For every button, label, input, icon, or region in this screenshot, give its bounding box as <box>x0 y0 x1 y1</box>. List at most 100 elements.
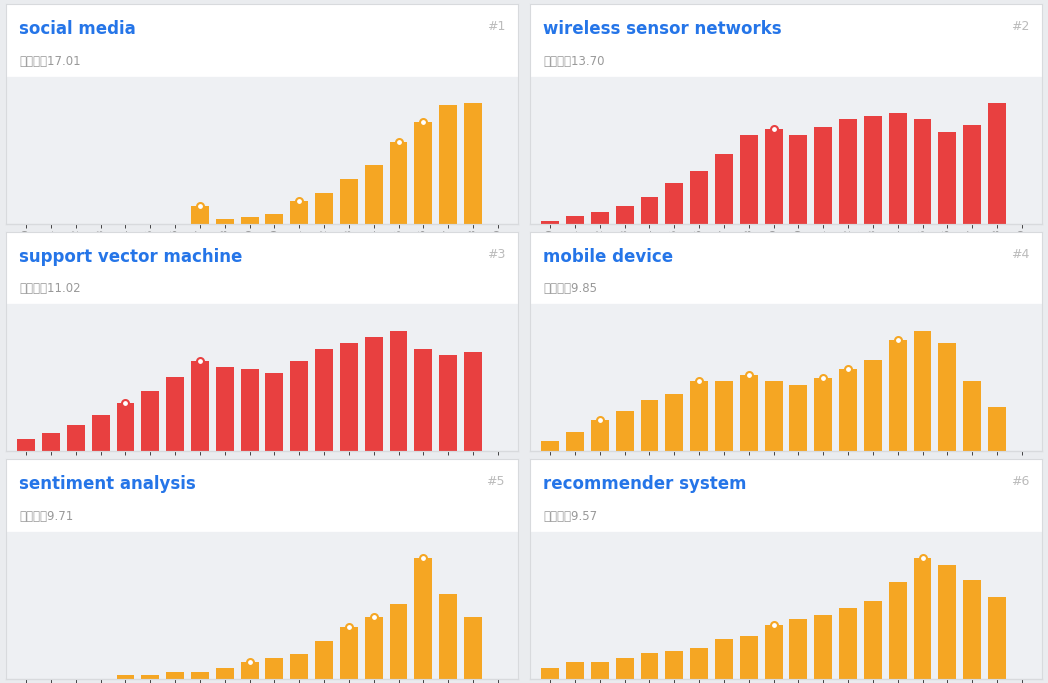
Bar <box>591 212 609 223</box>
Text: #6: #6 <box>1010 475 1029 488</box>
Text: 前沿度：9.71: 前沿度：9.71 <box>19 510 73 523</box>
Bar <box>191 672 209 679</box>
Text: 前沿度：9.57: 前沿度：9.57 <box>543 510 597 523</box>
Bar <box>315 349 333 451</box>
Bar <box>390 142 408 223</box>
Bar <box>365 337 383 451</box>
Text: #4: #4 <box>1010 248 1029 261</box>
Bar <box>464 617 482 679</box>
Text: social media: social media <box>19 20 136 38</box>
Text: 前沿度：11.02: 前沿度：11.02 <box>19 283 81 296</box>
Bar <box>789 619 807 679</box>
Bar <box>390 331 408 451</box>
Bar <box>765 129 783 223</box>
Text: #5: #5 <box>486 475 505 488</box>
Bar <box>216 367 234 451</box>
Bar <box>864 360 881 451</box>
Bar <box>464 103 482 223</box>
Text: mobile device: mobile device <box>543 248 673 266</box>
Bar <box>789 385 807 451</box>
Bar <box>914 331 932 451</box>
Bar <box>740 135 758 223</box>
Bar <box>889 113 907 223</box>
Bar <box>67 425 85 451</box>
Bar <box>615 206 634 223</box>
Bar <box>889 339 907 451</box>
Text: sentiment analysis: sentiment analysis <box>19 475 196 493</box>
Bar <box>216 668 234 679</box>
Bar <box>988 103 1006 223</box>
Bar <box>365 617 383 679</box>
Text: wireless sensor networks: wireless sensor networks <box>543 20 782 38</box>
Bar <box>615 658 634 679</box>
Bar <box>691 647 708 679</box>
Bar <box>988 597 1006 679</box>
Bar <box>914 559 932 679</box>
Bar <box>116 403 134 451</box>
Bar <box>315 193 333 223</box>
Bar <box>963 125 981 223</box>
Bar <box>315 641 333 679</box>
Bar <box>340 343 357 451</box>
Text: 前沿度：17.01: 前沿度：17.01 <box>19 55 81 68</box>
Bar <box>241 370 259 451</box>
Bar <box>365 165 383 223</box>
Bar <box>141 391 159 451</box>
Bar <box>591 662 609 679</box>
Bar <box>963 381 981 451</box>
Bar <box>839 120 857 223</box>
Bar <box>566 432 584 451</box>
Bar <box>839 369 857 451</box>
Text: #2: #2 <box>1010 20 1029 33</box>
Bar <box>665 183 683 223</box>
Bar <box>889 583 907 679</box>
Bar <box>265 373 283 451</box>
Bar <box>715 154 733 223</box>
Bar <box>216 219 234 223</box>
Bar <box>167 672 184 679</box>
Text: recommender system: recommender system <box>543 475 746 493</box>
Bar <box>864 601 881 679</box>
Bar <box>640 197 658 223</box>
Bar <box>591 419 609 451</box>
Bar <box>789 135 807 223</box>
Bar <box>265 658 283 679</box>
Bar <box>740 375 758 451</box>
Bar <box>691 381 708 451</box>
Bar <box>839 608 857 679</box>
Bar <box>340 179 357 223</box>
Bar <box>914 120 932 223</box>
Bar <box>615 410 634 451</box>
Text: 前沿度：13.70: 前沿度：13.70 <box>543 55 605 68</box>
Bar <box>414 559 433 679</box>
Bar <box>241 217 259 223</box>
Bar <box>566 662 584 679</box>
Text: 前沿度：9.85: 前沿度：9.85 <box>543 283 597 296</box>
Bar <box>17 439 35 451</box>
Bar <box>640 400 658 451</box>
Bar <box>91 415 110 451</box>
Bar <box>938 132 957 223</box>
Bar <box>715 381 733 451</box>
Bar <box>116 675 134 679</box>
Bar <box>167 376 184 451</box>
Text: #1: #1 <box>486 20 505 33</box>
Bar <box>541 667 559 679</box>
Bar <box>439 594 457 679</box>
Bar <box>988 407 1006 451</box>
Bar <box>814 615 832 679</box>
Bar <box>640 654 658 679</box>
Bar <box>340 627 357 679</box>
Bar <box>191 206 209 223</box>
Bar <box>290 361 308 451</box>
Bar <box>938 566 957 679</box>
Bar <box>814 378 832 451</box>
Bar <box>42 433 60 451</box>
Text: #3: #3 <box>486 248 505 261</box>
Bar <box>290 201 308 223</box>
Bar <box>414 349 433 451</box>
Bar <box>541 441 559 451</box>
Bar <box>665 394 683 451</box>
Bar <box>191 361 209 451</box>
Bar <box>439 105 457 223</box>
